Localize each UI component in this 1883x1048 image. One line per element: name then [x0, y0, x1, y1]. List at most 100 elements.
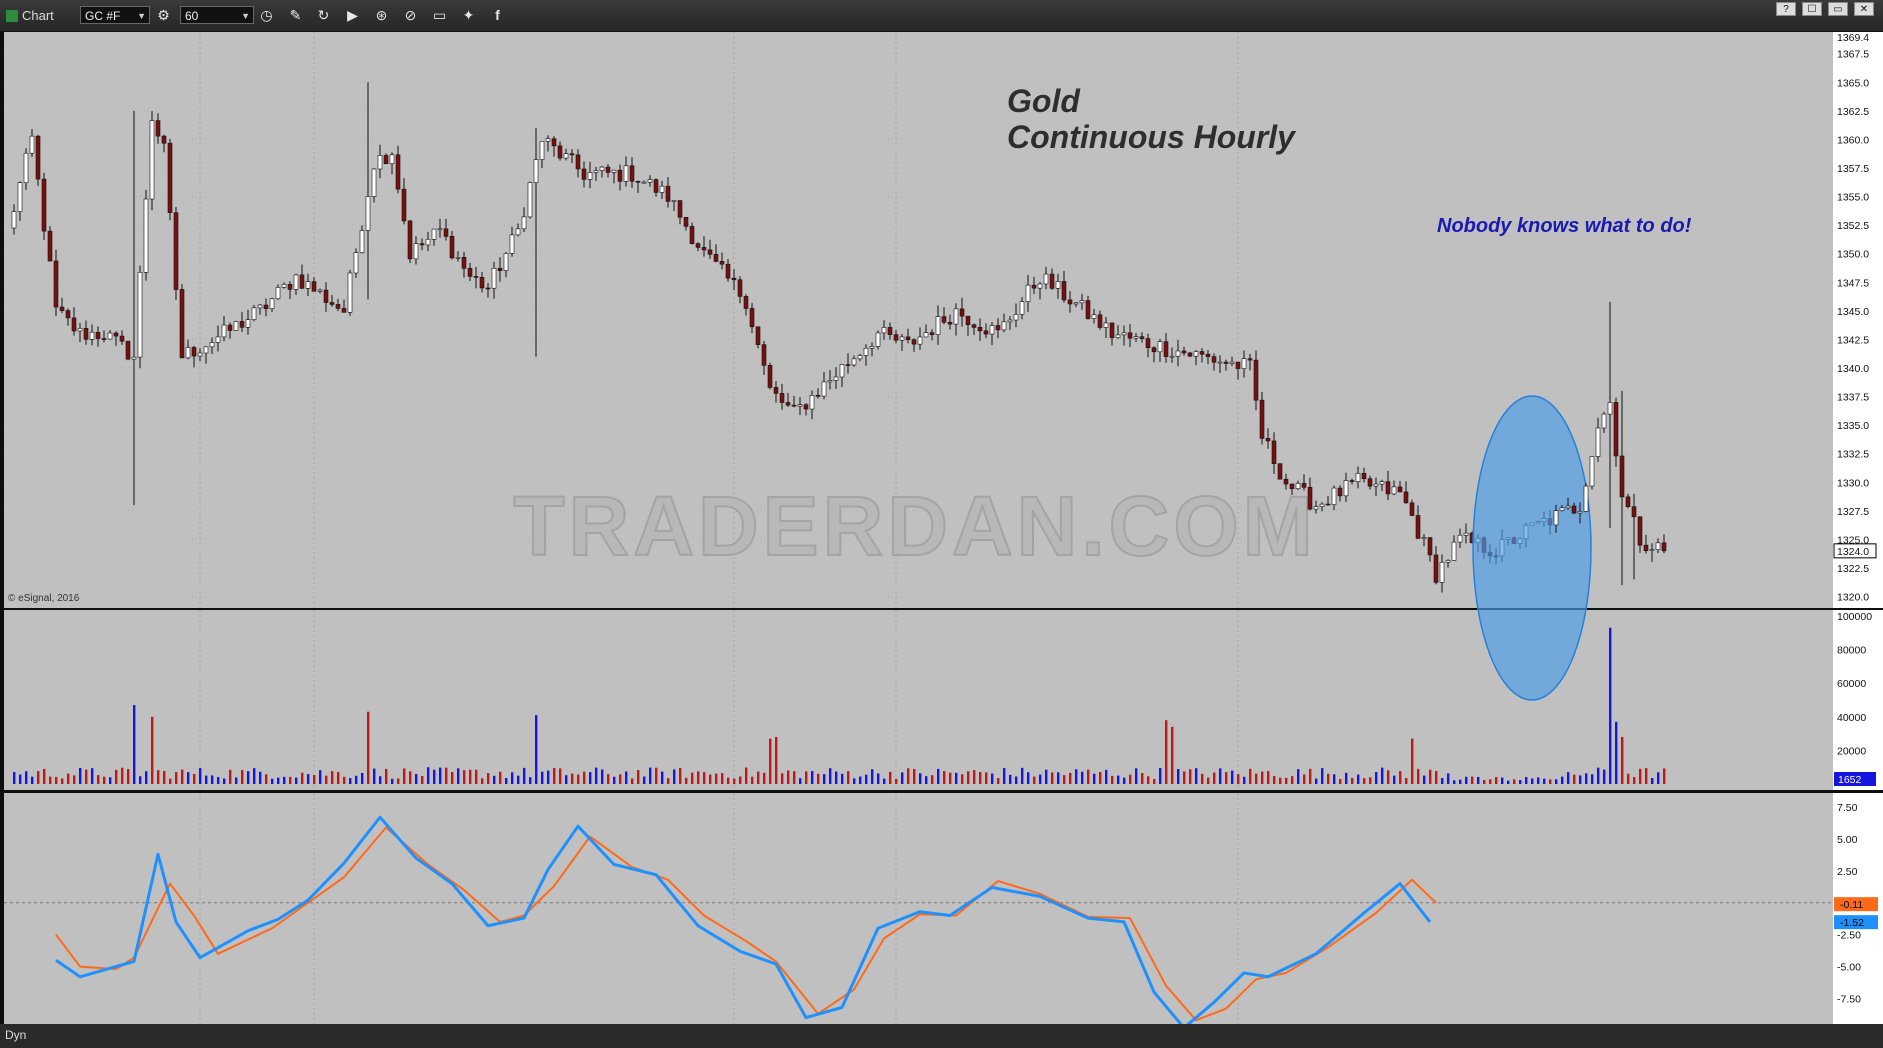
candle-body — [1649, 549, 1655, 551]
volume-bar — [1123, 777, 1126, 784]
candle-body — [605, 166, 611, 173]
candle-body — [413, 243, 419, 260]
volume-bar — [703, 772, 706, 784]
volume-bar — [163, 770, 166, 784]
volume-bar — [1363, 778, 1366, 784]
dyn-mode-label[interactable]: Dyn — [5, 1028, 27, 1042]
candle-body — [1397, 486, 1403, 493]
volume-bar — [85, 769, 88, 784]
candle-body — [353, 252, 359, 274]
volume-bar — [967, 771, 970, 784]
candle-body — [329, 302, 335, 305]
chevron-down-icon[interactable]: ▼ — [137, 11, 146, 21]
close-button[interactable]: ✕ — [1854, 2, 1874, 16]
candle-body — [1325, 503, 1331, 506]
volume-bar — [1513, 779, 1516, 784]
interval-clock-icon[interactable]: ◷ — [260, 7, 273, 23]
volume-tick-label: 80000 — [1837, 645, 1866, 657]
volume-bar — [1537, 777, 1540, 784]
axis-area-1 — [1833, 610, 1883, 790]
candle-body — [461, 256, 467, 269]
window-title: Chart — [6, 8, 54, 23]
volume-bar — [1273, 776, 1276, 784]
refresh-icon[interactable]: ↻ — [317, 7, 330, 23]
volume-bar — [1453, 780, 1456, 784]
volume-bar — [145, 771, 148, 784]
volume-bar — [805, 771, 808, 784]
volume-bar — [1045, 769, 1048, 784]
play-icon[interactable]: ▶ — [347, 7, 358, 23]
candle-body — [1277, 463, 1283, 480]
volume-bar — [1027, 772, 1030, 784]
minimize-button[interactable]: ▭ — [1828, 2, 1848, 16]
candle-body — [395, 154, 401, 190]
chevron-down-icon[interactable]: ▼ — [241, 11, 250, 21]
candle-body — [299, 274, 305, 289]
candle-body — [911, 339, 917, 345]
volume-bar — [937, 768, 940, 784]
volume-bar — [643, 776, 646, 784]
volume-bar — [1375, 772, 1378, 784]
candle-body — [203, 346, 209, 354]
volume-bar — [613, 776, 616, 784]
volume-bar — [1579, 775, 1582, 784]
volume-bar — [1111, 775, 1114, 784]
candle-body — [971, 324, 977, 328]
volume-bar — [451, 772, 454, 784]
candle-body — [773, 387, 779, 394]
volume-bar — [1531, 778, 1534, 784]
copyright-label: © eSignal, 2016 — [8, 593, 80, 604]
volume-bar — [1201, 773, 1204, 784]
price-axis[interactable]: 1369.4 1367.5 1365.0 1362.5 1360.0 1357.5 1355… — [1833, 32, 1878, 1005]
candle-body — [947, 321, 953, 325]
restore-button[interactable]: ☐ — [1802, 2, 1822, 16]
clock-icon[interactable]: ⚙ — [157, 7, 170, 23]
pencil-icon[interactable]: ✎ — [289, 7, 302, 23]
link-icon[interactable]: ⊘ — [404, 7, 417, 23]
volume-bar — [1183, 771, 1186, 784]
facebook-icon[interactable]: f — [495, 7, 500, 23]
candle-body — [977, 327, 983, 332]
candle-body — [671, 200, 677, 202]
volume-bar — [661, 771, 664, 784]
volume-bar — [1249, 768, 1252, 784]
help-button[interactable]: ? — [1776, 2, 1796, 16]
price-tick-label: 1330.0 — [1837, 477, 1869, 489]
candle-body — [1589, 456, 1595, 487]
candle-body — [1565, 505, 1571, 509]
settings-icon[interactable]: ⊛ — [375, 7, 388, 23]
last-volume-box — [1834, 772, 1876, 786]
candle-body — [389, 154, 395, 165]
candle-body — [239, 321, 245, 328]
volume-bar — [1105, 769, 1108, 784]
volume-bar — [1171, 726, 1174, 784]
candle-body — [59, 306, 65, 311]
candle-body — [1001, 321, 1007, 331]
price-tick-label: 1320.0 — [1837, 592, 1869, 604]
candle-body — [1211, 356, 1217, 363]
volume-bar — [217, 777, 220, 784]
volume-bar — [403, 768, 406, 784]
candle-body — [713, 253, 719, 262]
candle-body — [233, 321, 239, 331]
volume-bar — [19, 774, 22, 784]
volume-bar — [271, 778, 274, 784]
symbol-selector[interactable]: GC #F ▼ — [80, 6, 150, 24]
annotation-ellipse — [1472, 395, 1592, 701]
candle-body — [725, 263, 731, 279]
twitter-icon[interactable]: ✦ — [462, 7, 475, 23]
comment-icon[interactable]: ▭ — [432, 7, 447, 23]
volume-bar — [223, 778, 226, 784]
volume-bar — [133, 705, 136, 784]
volume-bar — [979, 772, 982, 784]
volume-bar — [919, 773, 922, 784]
candle-body — [257, 304, 263, 309]
candle-body — [1175, 350, 1181, 357]
volume-bar — [151, 716, 154, 784]
volume-bar — [1609, 627, 1612, 784]
interval-selector[interactable]: 60 ▼ — [180, 6, 254, 24]
volume-bar — [1141, 772, 1144, 784]
watermark: TRADERDAN.COM — [513, 479, 1316, 573]
volume-bar — [739, 776, 742, 784]
